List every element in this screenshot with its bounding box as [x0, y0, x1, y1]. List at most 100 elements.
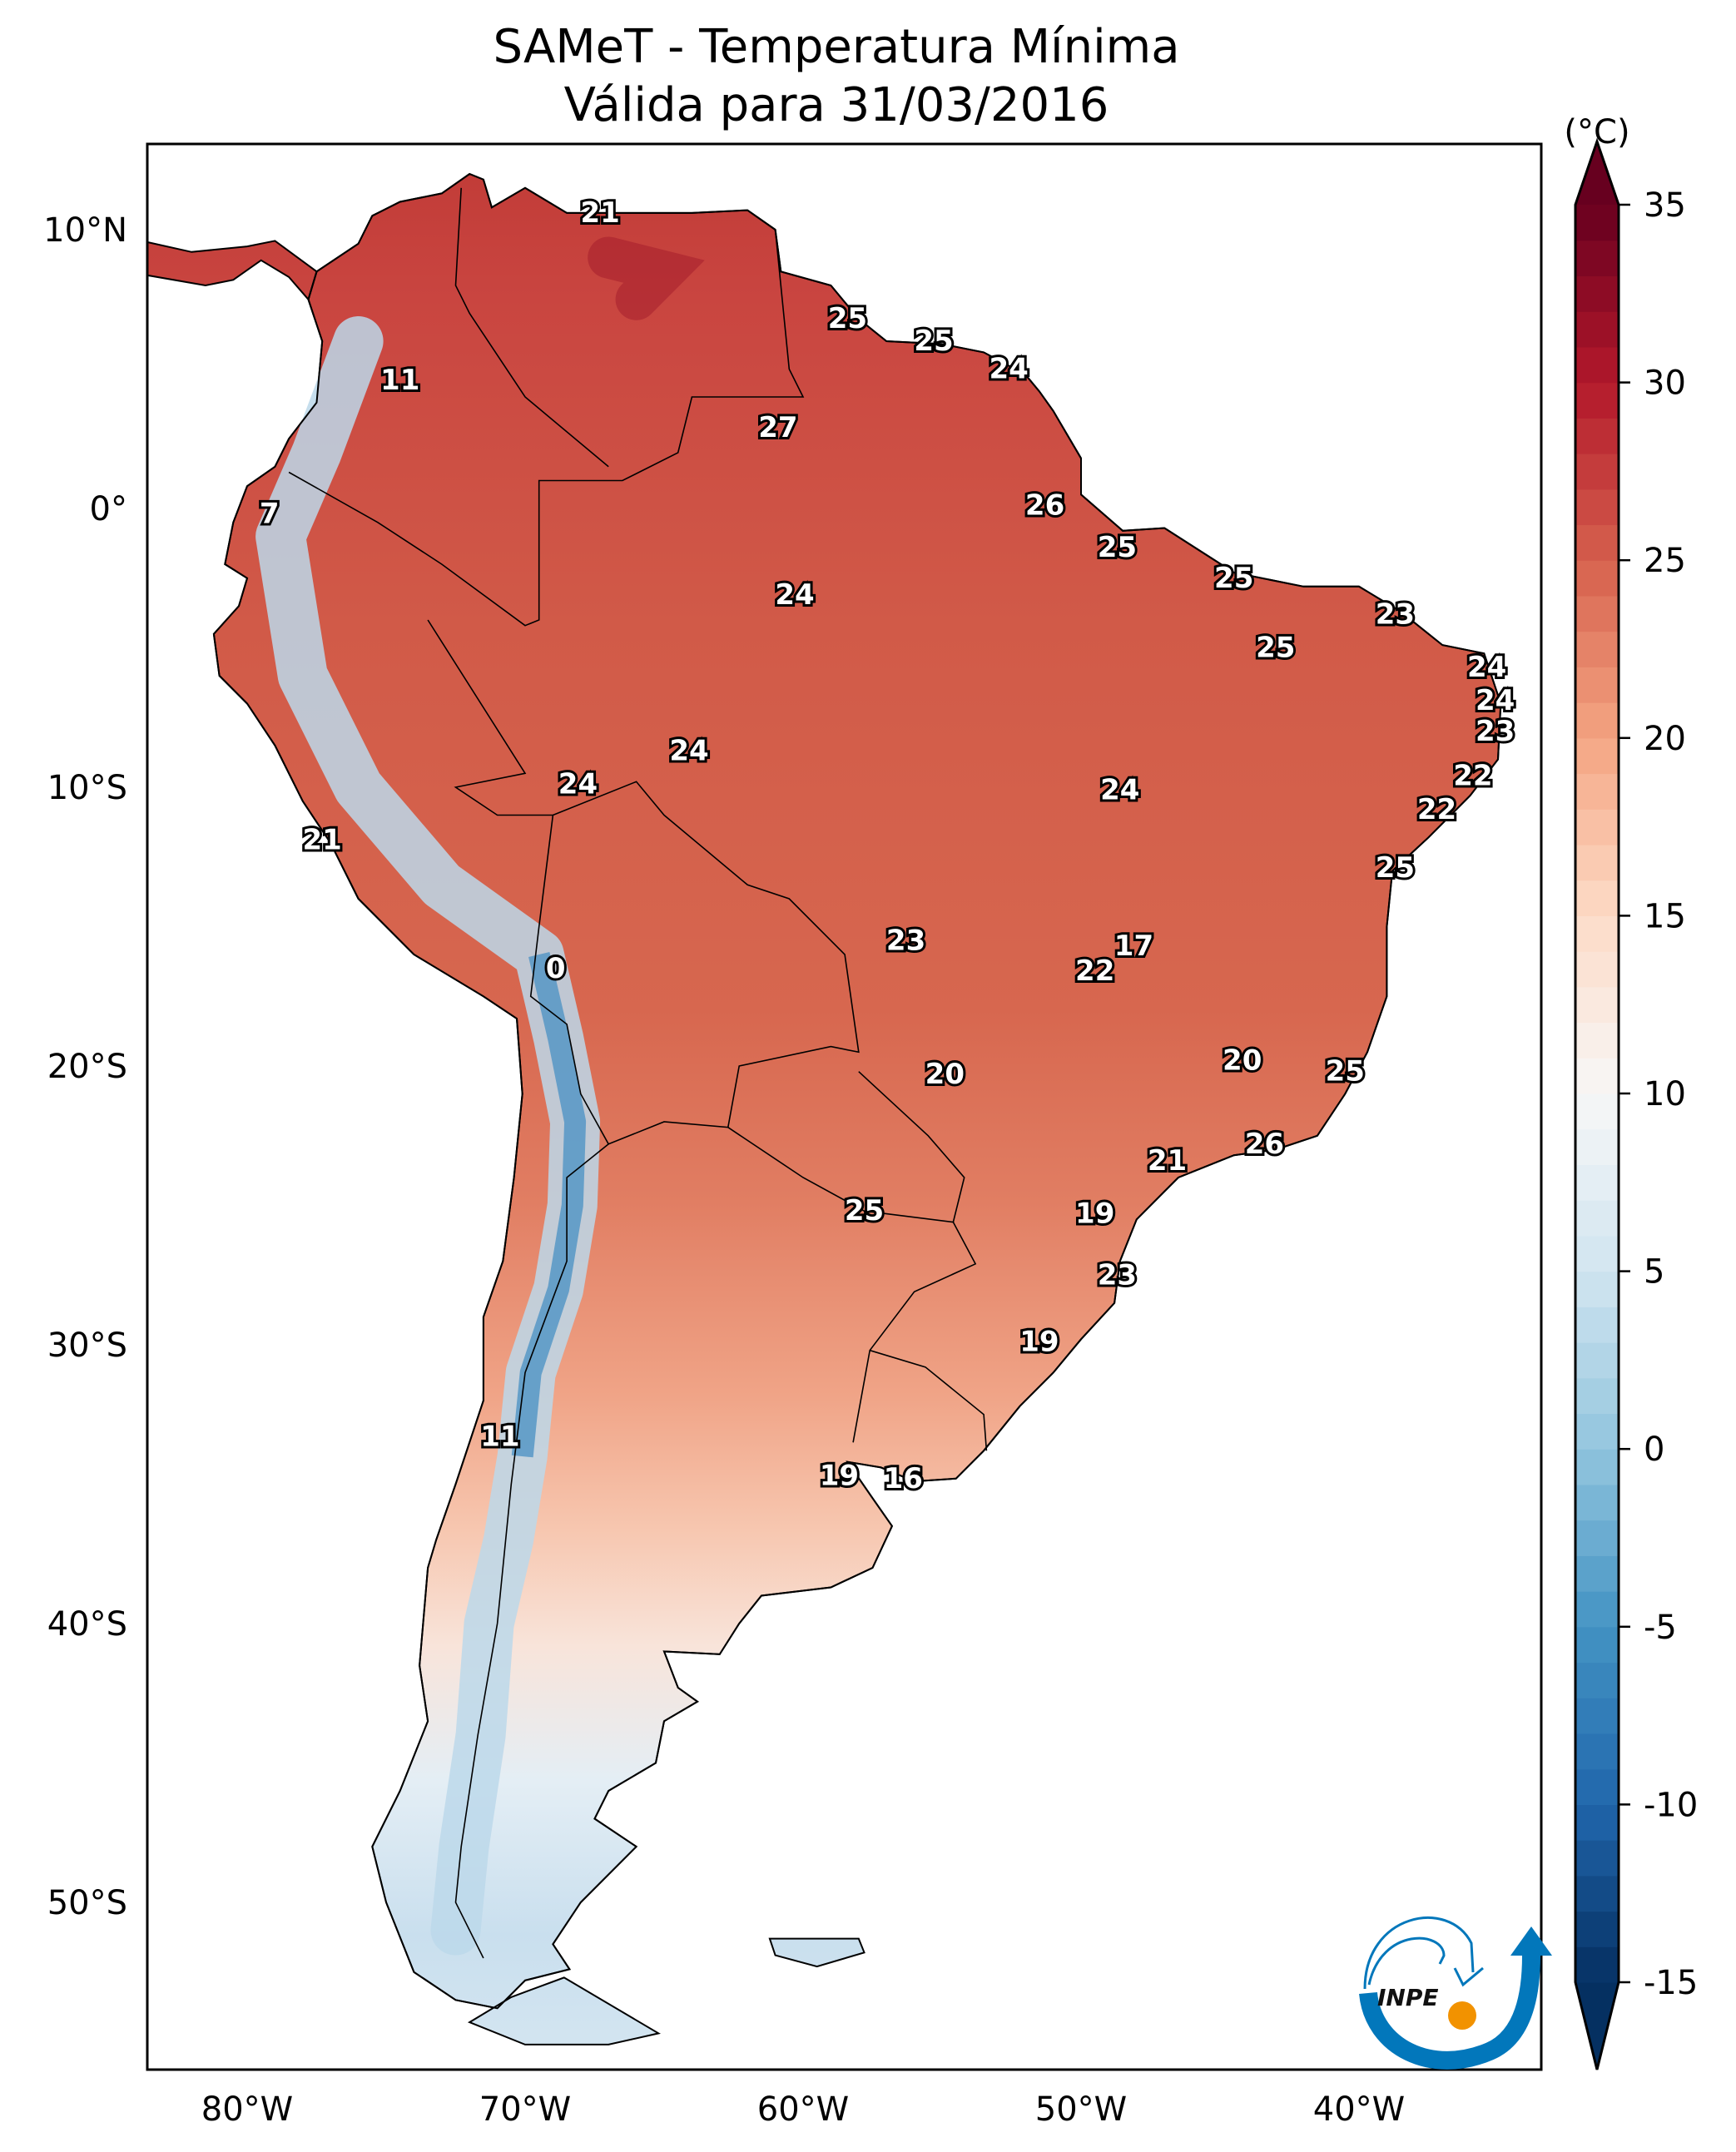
temperature-value-label: 24 — [558, 768, 598, 801]
temperature-value-label: 24 — [1476, 684, 1515, 717]
colorbar-segment — [1575, 1698, 1619, 1734]
colorbar-segment — [1575, 1022, 1619, 1059]
temperature-value-label: 25 — [1098, 531, 1137, 564]
colorbar-segment — [1575, 488, 1619, 526]
temperature-value-label: 19 — [1019, 1326, 1059, 1359]
colorbar-segment — [1575, 631, 1619, 667]
chart-title-line1: SAMeT - Temperatura Mínima — [493, 20, 1179, 74]
south-america-land — [212, 172, 1502, 2010]
temperature-value-label: 24 — [989, 353, 1028, 386]
colorbar-segment — [1575, 454, 1619, 490]
longitude-tick-label: 50°W — [1035, 2090, 1127, 2129]
latitude-ticks: 10°N 0° 10°S 20°S 30°S 40°S 50°S — [43, 211, 127, 1922]
temperature-value-label: 19 — [820, 1459, 859, 1492]
colorbar-segment — [1575, 702, 1619, 739]
temperature-value-label: 24 — [1100, 773, 1139, 806]
longitude-ticks: 80°W 70°W 60°W 50°W 40°W — [201, 2090, 1405, 2129]
colorbar-segment — [1575, 1555, 1619, 1592]
colorbar-segment — [1575, 1164, 1619, 1201]
temperature-value-label: 11 — [480, 1421, 519, 1454]
colorbar-segment — [1575, 1200, 1619, 1237]
colorbar-segment — [1575, 844, 1619, 881]
warm-core-venezuela — [588, 236, 705, 320]
colorbar-segment — [1575, 1804, 1619, 1841]
colorbar-segment — [1575, 275, 1619, 312]
temperature-value-label: 26 — [1025, 489, 1064, 523]
longitude-tick-label: 40°W — [1313, 2090, 1405, 2129]
temperature-value-label: 22 — [1453, 760, 1492, 793]
colorbar-segment — [1575, 1520, 1619, 1556]
colorbar-segment — [1575, 880, 1619, 916]
colorbar-segment — [1575, 737, 1619, 775]
colorbar-segment — [1575, 1591, 1619, 1628]
temperature-value-label: 24 — [669, 734, 708, 767]
colorbar-segment — [1575, 1271, 1619, 1307]
colorbar-segment — [1575, 1875, 1619, 1912]
panama-land — [147, 240, 318, 301]
temperature-value-label: 21 — [581, 196, 620, 230]
colorbar-segment — [1575, 382, 1619, 419]
colorbar-segment — [1575, 1377, 1619, 1415]
temperature-value-label: 25 — [1214, 562, 1253, 595]
colorbar-segment — [1575, 667, 1619, 703]
chart-title-line2: Válida para 31/03/2016 — [564, 78, 1109, 132]
country-border — [288, 229, 805, 627]
colorbar-segment — [1575, 1662, 1619, 1698]
colorbar-tick-label: 0 — [1644, 1431, 1664, 1469]
longitude-tick-label: 60°W — [757, 2090, 849, 2129]
colorbar-segment — [1575, 595, 1619, 632]
colorbar-tick-label: 30 — [1644, 364, 1686, 403]
colorbar-segment — [1575, 951, 1619, 988]
andes-coldest-band — [511, 952, 587, 1458]
colorbar-segment — [1575, 1128, 1619, 1166]
longitude-tick-label: 80°W — [201, 2090, 293, 2129]
temperature-value-label: 25 — [1256, 632, 1295, 665]
logo-text: INPE — [1377, 1984, 1439, 2011]
colorbar-segment — [1575, 560, 1619, 597]
colorbar-segment — [1575, 240, 1619, 277]
colorbar-segment — [1575, 1413, 1619, 1450]
colorbar-tick-label: 5 — [1644, 1253, 1664, 1292]
colorbar-segment — [1575, 773, 1619, 810]
temperature-value-label: 26 — [1245, 1128, 1284, 1161]
colorbar-segment — [1575, 1840, 1619, 1877]
colorbar-unit-label: (°C) — [1564, 113, 1629, 151]
colorbar-segment — [1575, 418, 1619, 454]
colorbar-segment — [1575, 524, 1619, 561]
country-border — [852, 1222, 977, 1443]
temperature-value-label: 23 — [886, 924, 925, 957]
temperature-value-label: 0 — [546, 952, 566, 985]
colorbar-lower-extend — [1575, 1982, 1619, 2070]
latitude-tick-label: 30°S — [47, 1326, 127, 1365]
colorbar-tick-label: -15 — [1644, 1964, 1698, 2002]
colorbar-segment — [1575, 1342, 1619, 1379]
colorbar: 35 30 25 20 15 10 5 0 -5 -10 -15 — [1574, 137, 1698, 2070]
temperature-value-label: 20 — [1223, 1044, 1262, 1077]
temperature-value-label: 23 — [1376, 598, 1415, 631]
latitude-tick-label: 40°S — [47, 1605, 127, 1644]
colorbar-upper-extend — [1575, 141, 1619, 205]
country-border — [454, 187, 609, 468]
latitude-tick-label: 10°S — [47, 769, 127, 807]
temperature-value-label: 17 — [1114, 930, 1153, 963]
colorbar-tick-label: 15 — [1644, 897, 1686, 935]
latitude-tick-label: 20°S — [47, 1048, 127, 1086]
temperature-value-label: 24 — [1467, 651, 1506, 684]
country-border — [553, 781, 860, 1145]
colorbar-segment — [1575, 1911, 1619, 1947]
longitude-tick-label: 70°W — [479, 2090, 571, 2129]
colorbar-segment — [1575, 311, 1619, 348]
colorbar-segment — [1575, 986, 1619, 1024]
latitude-tick-label: 10°N — [43, 211, 127, 250]
colorbar-segment — [1575, 1733, 1619, 1770]
temperature-value-label: 22 — [1075, 955, 1114, 988]
temperature-value-label: 23 — [1476, 715, 1515, 748]
temperature-value-label: 25 — [914, 325, 953, 358]
colorbar-segment — [1575, 1946, 1619, 1983]
temperature-value-label: 25 — [828, 302, 867, 335]
temperature-value-label: 23 — [1098, 1258, 1137, 1292]
map-frame — [146, 142, 1543, 2071]
temperature-value-label: 24 — [775, 578, 814, 612]
colorbar-segment — [1575, 915, 1619, 952]
